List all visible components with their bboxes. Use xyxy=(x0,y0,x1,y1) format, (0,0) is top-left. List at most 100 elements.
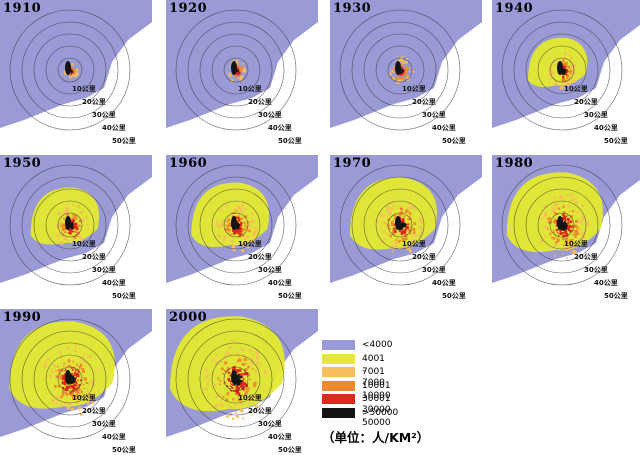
map-panel-1930: 10公里 20公里 30公里 40公里 50公里 1930 xyxy=(330,0,482,145)
ring-label-5: 50公里 xyxy=(442,136,466,145)
ring-label-5: 50公里 xyxy=(112,291,136,300)
map-year-label: 1960 xyxy=(169,156,208,171)
density-map: 10公里 20公里 30公里 40公里 50公里 xyxy=(166,155,318,300)
ring-label-5: 50公里 xyxy=(278,445,302,454)
density-map: 10公里 20公里 30公里 40公里 50公里 xyxy=(330,0,482,145)
ring-label-1: 10公里 xyxy=(238,393,262,402)
legend-label-6: >50000 xyxy=(362,407,399,418)
map-panel-1920: 10公里 20公里 30公里 40公里 50公里 1920 xyxy=(166,0,318,145)
ring-label-4: 40公里 xyxy=(102,123,126,132)
ring-label-4: 40公里 xyxy=(432,123,456,132)
distance-rings xyxy=(175,318,297,440)
ring-label-3: 30公里 xyxy=(422,110,446,119)
ring-label-5: 50公里 xyxy=(442,291,466,300)
ring-label-5: 50公里 xyxy=(278,291,302,300)
ring-label-3: 30公里 xyxy=(92,110,116,119)
ring-label-5: 50公里 xyxy=(278,136,302,145)
ring-label-2: 20公里 xyxy=(412,97,436,106)
suburban-area xyxy=(528,37,588,87)
legend-label-4: 10001 - 30000 xyxy=(362,380,391,415)
map-panel-1990: 10公里 20公里 30公里 40公里 50公里 1990 xyxy=(0,309,152,454)
map-year-label: 1940 xyxy=(495,1,534,16)
map-panel-1910: 10公里 20公里 30公里 40公里 50公里 1910 xyxy=(0,0,152,145)
ring-label-2: 20公里 xyxy=(82,406,106,415)
density-map: 10公里 20公里 30公里 40公里 50公里 xyxy=(0,0,152,145)
ring-label-2: 20公里 xyxy=(574,252,598,261)
ring-label-1: 10公里 xyxy=(238,239,262,248)
map-year-label: 1980 xyxy=(495,156,534,171)
ring-label-1: 10公里 xyxy=(238,84,262,93)
suburban-area xyxy=(9,321,115,409)
ring-label-4: 40公里 xyxy=(594,278,618,287)
map-panel-1960: 10公里 20公里 30公里 40公里 50公里 1960 xyxy=(166,155,318,300)
ring-label-5: 50公里 xyxy=(112,136,136,145)
ring-label-4: 40公里 xyxy=(102,432,126,441)
land-area xyxy=(166,0,318,128)
map-year-label: 2000 xyxy=(169,310,208,325)
map-panel-1950: 10公里 20公里 30公里 40公里 50公里 1950 xyxy=(0,155,152,300)
map-year-label: 1920 xyxy=(169,1,208,16)
ring-label-3: 30公里 xyxy=(584,265,608,274)
legend-label-3: 7001 - 10000 xyxy=(362,367,391,401)
legend-swatch-4 xyxy=(322,380,355,391)
land-area xyxy=(330,0,482,128)
ring-label-1: 10公里 xyxy=(72,393,96,402)
ring-label-4: 40公里 xyxy=(102,278,126,287)
ring-label-2: 20公里 xyxy=(412,252,436,261)
ring-label-4: 40公里 xyxy=(594,123,618,132)
density-map: 10公里 20公里 30公里 40公里 50公里 xyxy=(0,155,152,300)
ring-label-1: 10公里 xyxy=(402,239,426,248)
ring-label-2: 20公里 xyxy=(574,97,598,106)
ring-label-3: 30公里 xyxy=(258,419,282,428)
distance-rings xyxy=(501,164,623,286)
density-map: 10公里 20公里 30公里 40公里 50公里 xyxy=(166,309,318,454)
ring-label-5: 50公里 xyxy=(604,291,628,300)
land-area xyxy=(0,0,152,128)
legend-label-1: <4000 xyxy=(362,340,393,350)
ring-label-3: 30公里 xyxy=(258,265,282,274)
distance-rings xyxy=(175,9,297,131)
ring-label-1: 10公里 xyxy=(72,239,96,248)
density-map: 10公里 20公里 30公里 40公里 50公里 xyxy=(492,0,640,145)
ring-label-3: 30公里 xyxy=(258,110,282,119)
legend-swatch-2 xyxy=(322,353,355,364)
legend-swatch-6 xyxy=(322,407,355,418)
ring-label-4: 40公里 xyxy=(432,278,456,287)
ring-label-4: 40公里 xyxy=(268,278,292,287)
distance-rings xyxy=(9,9,131,131)
suburban-area xyxy=(170,316,285,412)
density-map: 10公里 20公里 30公里 40公里 50公里 xyxy=(492,155,640,300)
map-panel-1980: 10公里 20公里 30公里 40公里 50公里 1980 xyxy=(492,155,640,300)
legend-swatch-5 xyxy=(322,394,355,404)
map-year-label: 1990 xyxy=(3,310,42,325)
map-panel-1970: 10公里 20公里 30公里 40公里 50公里 1970 xyxy=(330,155,482,300)
density-map: 10公里 20公里 30公里 40公里 50公里 xyxy=(330,155,482,300)
ring-label-1: 10公里 xyxy=(402,84,426,93)
distance-rings xyxy=(501,9,623,131)
map-year-label: 1970 xyxy=(333,156,372,171)
density-map: 10公里 20公里 30公里 40公里 50公里 xyxy=(0,309,152,454)
map-year-label: 1930 xyxy=(333,1,372,16)
ring-label-1: 10公里 xyxy=(72,84,96,93)
legend-label-2: 4001 - 7000 xyxy=(362,353,385,388)
ring-label-2: 20公里 xyxy=(248,252,272,261)
ring-label-2: 20公里 xyxy=(82,252,106,261)
ring-label-2: 20公里 xyxy=(248,97,272,106)
map-panel-1940: 10公里 20公里 30公里 40公里 50公里 1940 xyxy=(492,0,640,145)
distance-rings xyxy=(9,164,131,286)
map-year-label: 1950 xyxy=(3,156,42,171)
ring-label-2: 20公里 xyxy=(82,97,106,106)
suburban-area xyxy=(30,187,100,245)
map-year-label: 1910 xyxy=(3,1,42,16)
legend-swatch-3 xyxy=(322,367,355,377)
unit-label: （单位：人/KM²） xyxy=(322,430,430,445)
ring-label-1: 10公里 xyxy=(564,84,588,93)
distance-rings xyxy=(339,9,461,131)
ring-label-3: 30公里 xyxy=(584,110,608,119)
ring-label-4: 40公里 xyxy=(268,123,292,132)
ring-label-2: 20公里 xyxy=(248,406,272,415)
ring-label-3: 30公里 xyxy=(422,265,446,274)
ring-label-3: 30公里 xyxy=(92,265,116,274)
legend-label-5: 30001 - 50000 xyxy=(362,394,391,428)
ring-label-1: 10公里 xyxy=(564,239,588,248)
